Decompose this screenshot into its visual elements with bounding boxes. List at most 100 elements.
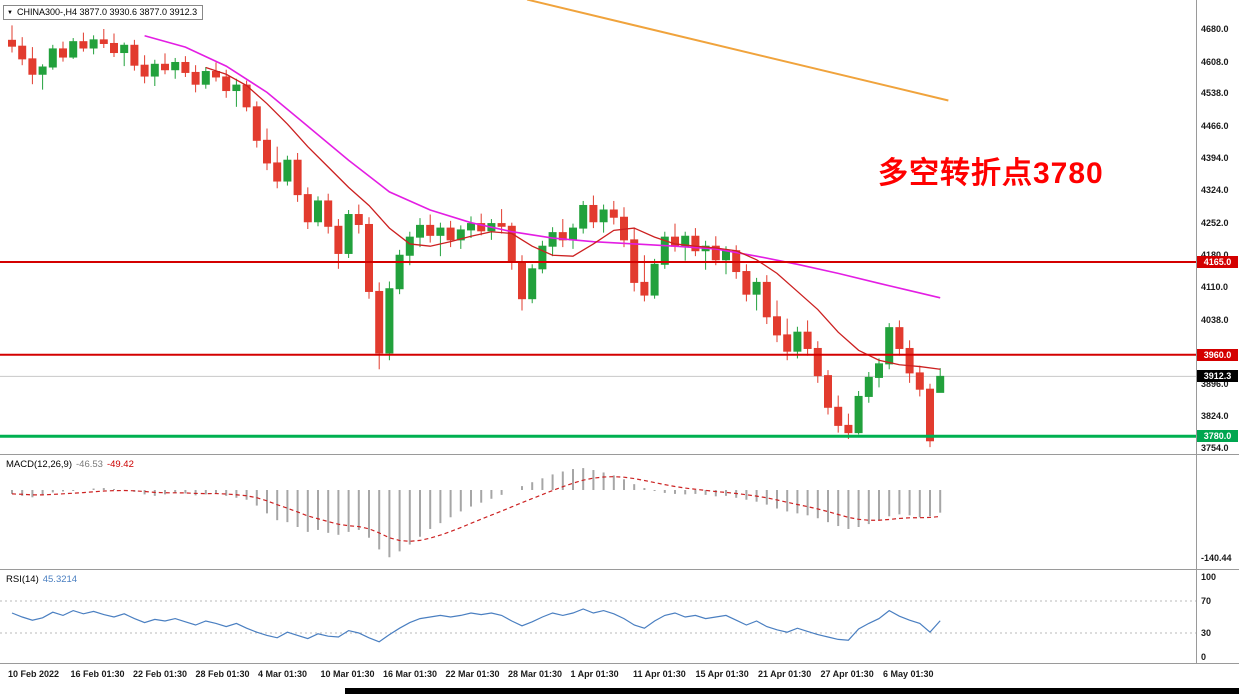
candle-body [201,71,210,85]
candle-body [110,42,118,54]
candle-body [385,288,394,354]
candle-body [803,331,812,349]
price-tick-label: 3754.0 [1201,443,1229,453]
price-tick-label: 4110.0 [1201,281,1229,292]
candle-body [416,224,424,238]
candle-body [773,316,781,336]
time-axis-label: 1 Apr 01:30 [570,669,619,679]
candle-body [579,204,588,229]
candle-body [395,254,404,290]
candle-body [263,139,271,164]
ohlc-info-box[interactable]: ▼ CHINA300-,H4 3877.0 3930.6 3877.0 3912… [3,5,204,20]
candle-body [528,268,537,300]
candle-body [38,66,47,75]
candle-body [334,225,343,254]
ohlc-info-text: CHINA300-,H4 3877.0 3930.6 3877.0 3912.3 [16,7,198,17]
candle-body [936,375,945,393]
candle-body [18,45,27,60]
candle-body [354,214,363,225]
price-tick-label: 4608.0 [1201,56,1229,67]
time-axis-label: 21 Apr 01:30 [758,669,812,679]
candle-body [824,375,832,408]
price-level-label-4165.0: 4165.0 [1197,256,1238,269]
candle-body [140,64,149,77]
trendline[interactable] [526,0,949,102]
rsi-value: 45.3214 [42,574,78,585]
candle-body [813,347,822,377]
candle-body [742,271,751,295]
annotation-text: 多空转折点3780 [878,157,1104,190]
candle-body [405,236,414,256]
time-axis-label: 15 Apr 01:30 [695,669,749,679]
price-tick-label: 4038.0 [1201,314,1229,325]
price-tick-label: 3896.0 [1201,378,1229,389]
candle-body [640,281,649,296]
candle-body [864,376,873,397]
candle-body [518,261,526,300]
candle-body [232,84,241,92]
time-axis-label: 22 Mar 01:30 [445,669,500,679]
time-axis-label: 10 Feb 2022 [8,669,60,679]
time-axis-label: 16 Mar 01:30 [383,669,438,679]
bottom-black-bar [345,688,1239,694]
candle-body [915,372,924,390]
macd-signal-line [11,476,941,542]
price-level-label-3912.3: 3912.3 [1197,370,1238,383]
candle-body [375,290,384,354]
macd-axis-min-label: -140.44 [1201,553,1232,564]
candle-body [8,39,16,47]
candle-body [497,223,506,227]
candle-body [48,48,57,68]
time-axis-label: 22 Feb 01:30 [133,669,188,679]
candle-body [252,106,261,141]
candle-body [548,232,557,247]
candle-body [59,48,67,58]
candle-body [28,58,37,75]
candle-body [895,327,904,349]
price-tick-label: 4252.0 [1201,217,1229,228]
candle-body [762,281,771,318]
candle-body [609,209,618,218]
rsi-line [11,608,941,643]
candle-body [293,159,302,196]
candle-body [599,209,608,223]
candle-body [875,363,883,378]
rsi-axis-label-100: 100 [1201,572,1217,582]
candle-body [905,347,914,374]
candle-body [691,235,700,252]
price-tick-label: 4538.0 [1201,88,1229,99]
candle-body [130,44,139,66]
candle-body [436,227,445,236]
candle-body [926,388,934,442]
candle-body [477,223,486,232]
candle-body [569,227,577,241]
candle-body [69,41,78,58]
chart-menu-triangle-icon[interactable]: ▼ [7,9,13,16]
candle-body [314,200,322,223]
candle-body [538,245,547,270]
candle-body [161,63,169,71]
time-axis-label: 27 Apr 01:30 [820,669,874,679]
macd-signal-value: -49.42 [106,459,134,470]
candle-body [222,76,231,92]
price-tick-label: 4680.0 [1201,24,1229,34]
time-axis-label: 11 Apr 01:30 [633,669,686,679]
time-axis-label: 16 Feb 01:30 [70,669,125,679]
candle-body [467,223,475,231]
candle-body [711,245,720,261]
candle-body [120,44,129,54]
candle-body [446,227,455,241]
candle-body [181,61,190,73]
candle-body [660,236,669,265]
candle-body [303,194,312,223]
time-axis-label: 4 Mar 01:30 [258,669,308,679]
candle-body [456,229,465,241]
candle-body [344,214,353,254]
candle-body [650,263,659,296]
candle-body [783,334,792,352]
price-tick-label: 4394.0 [1201,153,1229,164]
candle-body [558,232,567,241]
rsi-name: RSI(14) [6,574,39,585]
